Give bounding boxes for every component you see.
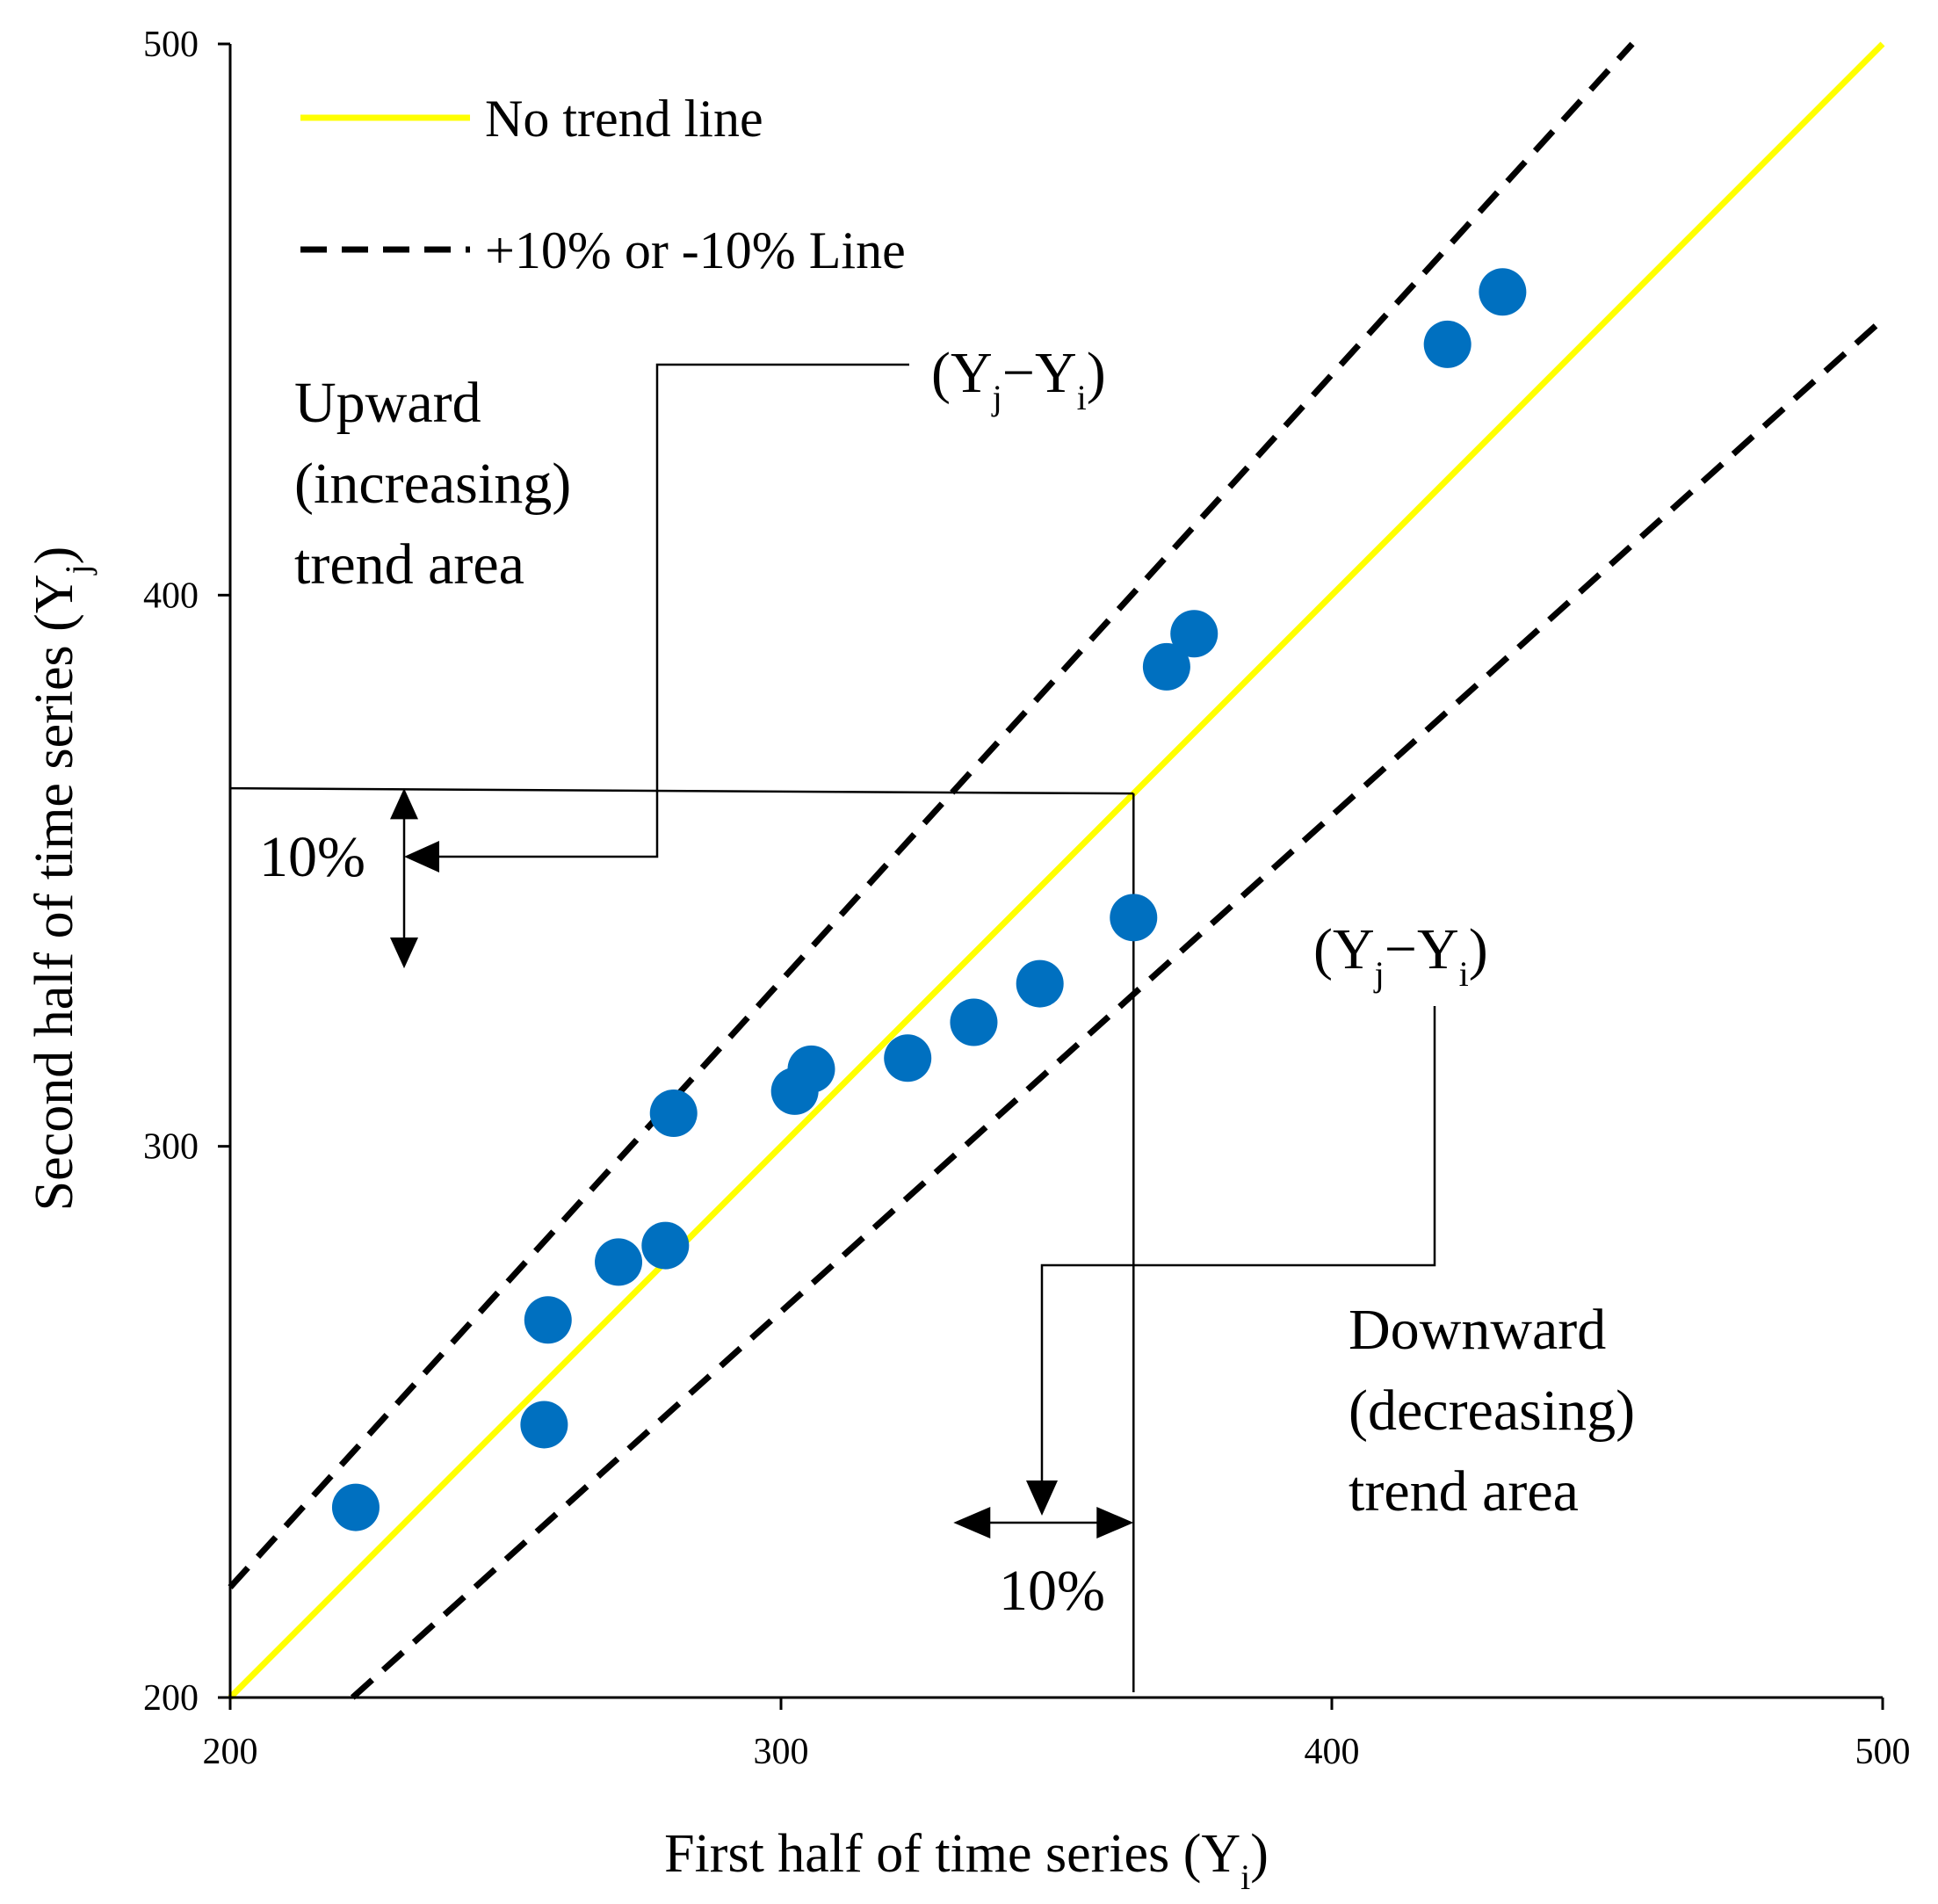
x-tick-label-1: 300 <box>754 1732 809 1772</box>
upper-difference-label: (Yj−Yi) <box>931 341 1106 417</box>
downward-trend-annotation: Downward (decreasing) trend area <box>1349 1298 1635 1524</box>
reference-line-1 <box>228 41 1635 1589</box>
reference-line-2 <box>350 317 1885 1700</box>
legend: No trend line +10% or -10% Line <box>300 90 906 279</box>
data-point-2 <box>524 1296 572 1344</box>
y-tick-label-3: 500 <box>143 25 199 65</box>
x-tick-label-3: 500 <box>1855 1732 1911 1772</box>
data-point-9 <box>950 998 998 1046</box>
vertical-arrow-head-up <box>390 788 418 820</box>
lower-difference-label: (Yj−Yi) <box>1313 917 1488 994</box>
upward-line-2: (increasing) <box>294 452 571 516</box>
downward-line-3: trend area <box>1349 1459 1579 1524</box>
horizontal-guide-line <box>229 786 1134 795</box>
lower-leader-arrow-head <box>1026 1480 1058 1516</box>
y-tick-label-2: 400 <box>143 576 199 616</box>
annotation-lines <box>229 363 1436 1692</box>
upper-leader-line <box>437 363 909 858</box>
data-point-7 <box>787 1045 835 1093</box>
data-point-8 <box>884 1034 932 1082</box>
lower-leader-line <box>1040 1006 1436 1486</box>
upward-trend-annotation: Upward (increasing) trend area <box>294 371 571 597</box>
data-point-10 <box>1016 959 1064 1008</box>
reference-lines <box>228 41 1885 1700</box>
upward-line-1: Upward <box>294 371 481 435</box>
x-axis-title: First half of time series (Yi) <box>664 1824 1269 1897</box>
upper-leader-arrow-head <box>404 841 439 872</box>
upward-line-3: trend area <box>294 532 524 597</box>
horizontal-ten-percent-label: 10% <box>999 1559 1105 1623</box>
data-point-5 <box>649 1090 698 1138</box>
data-point-12 <box>1142 642 1190 691</box>
downward-line-1: Downward <box>1349 1298 1606 1362</box>
data-point-15 <box>1479 268 1527 316</box>
x-tick-label-0: 200 <box>203 1732 258 1772</box>
horizontal-arrow-head-left <box>953 1507 991 1538</box>
data-point-1 <box>520 1401 568 1449</box>
y-tick-label-0: 200 <box>143 1678 199 1719</box>
data-point-14 <box>1423 320 1472 368</box>
axes: 200 300 400 500 200 300 400 500 <box>143 25 1911 1772</box>
data-point-3 <box>595 1238 643 1286</box>
horizontal-arrow-head-right <box>1096 1507 1134 1538</box>
data-point-11 <box>1110 894 1158 942</box>
reference-line-0 <box>228 41 1885 1700</box>
y-tick-label-1: 300 <box>143 1127 199 1168</box>
vertical-ten-percent-label: 10% <box>259 825 365 889</box>
data-point-4 <box>641 1221 690 1270</box>
data-point-13 <box>1170 610 1218 658</box>
y-axis-title: Second half of time series (Yj) <box>25 547 98 1212</box>
downward-line-2: (decreasing) <box>1349 1379 1635 1443</box>
legend-label-ten-percent: +10% or -10% Line <box>485 221 906 279</box>
data-point-0 <box>331 1483 380 1531</box>
vertical-arrow-head-down <box>390 937 418 969</box>
x-tick-label-2: 400 <box>1305 1732 1360 1772</box>
data-points <box>331 268 1527 1531</box>
legend-label-no-trend: No trend line <box>485 90 763 148</box>
